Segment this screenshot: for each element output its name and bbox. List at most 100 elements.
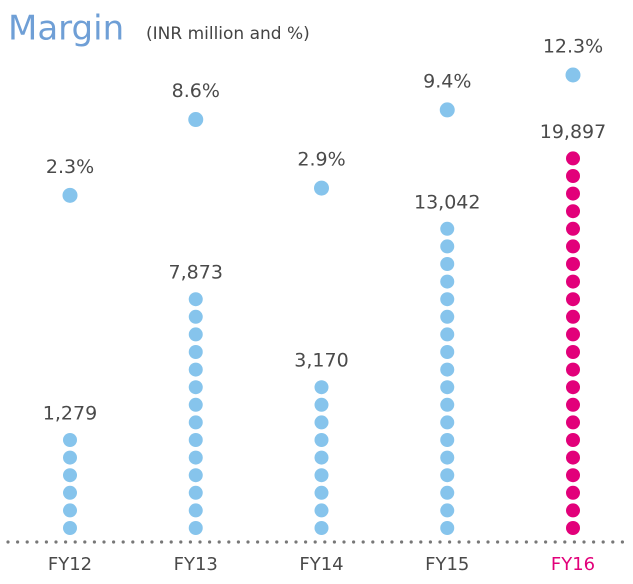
- baseline-dot: [515, 540, 519, 544]
- dot: [314, 415, 329, 430]
- baseline-dot: [486, 540, 490, 544]
- baseline-dot: [284, 540, 288, 544]
- dot: [566, 221, 580, 236]
- baseline-dot: [236, 540, 240, 544]
- baseline-dot: [611, 540, 615, 544]
- baseline-dot: [457, 540, 461, 544]
- baseline-dot: [6, 540, 10, 544]
- dot: [440, 485, 455, 500]
- dot: [314, 503, 329, 518]
- dot: [188, 309, 203, 324]
- baseline-dot: [217, 540, 221, 544]
- x-tick-label: FY12: [48, 554, 92, 575]
- dot: [440, 450, 455, 465]
- dot: [188, 415, 203, 430]
- baseline-dot: [304, 540, 308, 544]
- x-tick-label: FY14: [299, 554, 343, 575]
- dot: [63, 503, 77, 518]
- baseline-dot: [553, 540, 557, 544]
- baseline-dot: [352, 540, 356, 544]
- dot-column: [440, 221, 455, 535]
- baseline-dot: [572, 540, 577, 544]
- dot: [566, 345, 580, 359]
- baseline-dot: [25, 540, 29, 544]
- dot: [566, 503, 580, 518]
- baseline-dot: [601, 540, 605, 544]
- baseline-dot: [448, 540, 452, 544]
- baseline-dot: [150, 540, 154, 544]
- dot: [188, 485, 203, 500]
- margin-dot: [314, 180, 329, 196]
- baseline-dot: [256, 540, 260, 544]
- dot: [188, 380, 203, 395]
- dot: [440, 345, 455, 359]
- baseline-dot: [294, 540, 298, 544]
- x-tick-label: FY16: [551, 554, 595, 575]
- margin-label: 12.3%: [543, 36, 603, 58]
- baseline-dot: [332, 540, 336, 544]
- dot: [188, 292, 203, 307]
- baseline-dot: [73, 540, 77, 544]
- dot: [566, 327, 580, 342]
- dot: [188, 397, 203, 412]
- baseline-dot: [92, 540, 96, 544]
- margin-label: 2.3%: [46, 156, 94, 178]
- value-label: 19,897: [540, 121, 606, 143]
- dot-column: [63, 433, 77, 535]
- dot: [440, 327, 455, 342]
- margin-dot: [188, 112, 204, 128]
- dot: [63, 468, 77, 483]
- baseline-dot: [227, 540, 231, 544]
- dot: [566, 415, 580, 430]
- baseline-dot: [35, 540, 39, 544]
- dot: [314, 450, 329, 465]
- dot: [440, 274, 455, 289]
- dot: [566, 433, 580, 447]
- baseline-dot: [476, 540, 480, 544]
- dot: [63, 485, 77, 500]
- dot: [188, 503, 203, 518]
- dot: [314, 485, 329, 500]
- margin-dot: [439, 102, 455, 118]
- baseline-dot: [563, 540, 567, 544]
- dot: [566, 397, 580, 412]
- margin-label: 9.4%: [423, 70, 471, 92]
- baseline-dot: [582, 540, 586, 544]
- baseline-dot: [496, 540, 500, 544]
- baseline-dot: [323, 540, 327, 544]
- baseline-dot: [179, 540, 183, 544]
- x-tick-label: FY15: [425, 554, 469, 575]
- dot: [63, 433, 77, 447]
- baseline-dot: [198, 540, 202, 544]
- dot: [566, 450, 580, 465]
- baseline: [6, 540, 625, 544]
- baseline-dot: [112, 540, 116, 544]
- dot: [314, 521, 329, 535]
- dot: [566, 257, 580, 271]
- dot: [188, 345, 203, 359]
- baseline-dot: [83, 540, 87, 544]
- dot: [566, 151, 580, 166]
- dot: [566, 309, 580, 324]
- baseline-dot: [380, 540, 384, 544]
- baseline-dot: [121, 540, 125, 544]
- baseline-dot: [131, 540, 135, 544]
- baseline-dot: [467, 540, 471, 544]
- dot: [566, 380, 580, 395]
- baseline-dot: [534, 540, 538, 544]
- baseline-dot: [438, 540, 442, 544]
- baseline-dot: [160, 540, 164, 544]
- dot: [63, 521, 77, 535]
- dot: [440, 380, 455, 395]
- baseline-dot: [592, 540, 596, 544]
- chart-title: Margin: [8, 9, 124, 49]
- dot: [566, 239, 580, 254]
- x-tick-label: FY13: [174, 554, 218, 575]
- baseline-dot: [188, 540, 192, 544]
- dot: [440, 239, 455, 254]
- baseline-dot: [371, 540, 375, 544]
- baseline-dot: [169, 540, 173, 544]
- dot-column: [314, 380, 329, 535]
- dot: [188, 362, 203, 377]
- dot: [440, 221, 455, 236]
